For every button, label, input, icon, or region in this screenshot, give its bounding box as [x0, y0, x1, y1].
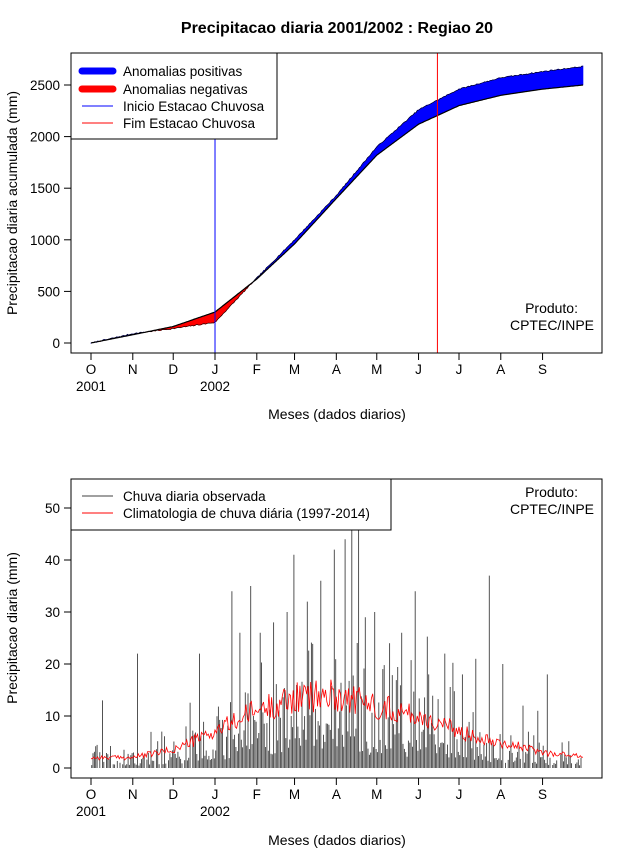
- x-tick-label: J: [456, 787, 463, 802]
- x-tick-label: M: [289, 787, 300, 802]
- legend-label-positive-anomaly: Anomalias positivas: [123, 64, 243, 79]
- x-tick-label: M: [371, 787, 382, 802]
- x-tick-label: A: [496, 362, 505, 377]
- top-legend-box: [70, 52, 278, 140]
- x-tick-label: F: [253, 362, 261, 377]
- top-chart-x-axis: O N D J F M A M J J A S 2001 2002: [76, 353, 547, 394]
- top-chart-annotation-line-2: CPTEC/INPE: [510, 317, 594, 333]
- x-year-label: 2002: [200, 804, 230, 819]
- daily-chart: 0 10 20 30 40 50 O N D J F M A M J J A S 2001 2002 Meses (…: [4, 478, 603, 848]
- bottom-chart-annotation-line-1: Produto:: [525, 484, 578, 500]
- legend-label-climatology: Climatologia de chuva diária (1997-2014): [123, 506, 370, 521]
- legend-label-observed-rain: Chuva diaria observada: [123, 489, 266, 504]
- legend-label-season-start: Inicio Estacao Chuvosa: [123, 99, 265, 114]
- negative-anomaly-area: [98, 281, 254, 342]
- x-tick-label: J: [456, 362, 463, 377]
- x-tick-label: A: [332, 787, 341, 802]
- y-tick-label: 50: [45, 501, 60, 516]
- y-tick-label: 2500: [30, 78, 60, 93]
- top-chart-y-axis: 0 500 1000 1500 2000 2500: [30, 78, 71, 351]
- x-tick-label: O: [86, 787, 97, 802]
- y-tick-label: 1500: [30, 181, 60, 196]
- top-chart-title: Precipitacao diaria 2001/2002 : Regiao 2…: [181, 20, 493, 37]
- x-tick-label: A: [332, 362, 341, 377]
- x-tick-label: N: [128, 787, 138, 802]
- bottom-chart-y-axis: 0 10 20 30 40 50: [45, 501, 71, 776]
- bottom-chart-y-label: Precipitacao diaria (mm): [4, 552, 20, 704]
- bottom-chart-plot-data: [91, 482, 584, 768]
- y-tick-label: 1000: [30, 233, 60, 248]
- y-tick-label: 500: [37, 284, 60, 299]
- x-tick-label: J: [212, 362, 219, 377]
- y-tick-label: 10: [45, 709, 60, 724]
- top-chart-y-label: Precipitacao diaria acumulada (mm): [4, 91, 20, 315]
- y-tick-label: 0: [52, 336, 60, 351]
- bottom-legend-box: [70, 478, 392, 531]
- top-chart-annotation-line-1: Produto:: [525, 300, 578, 316]
- x-tick-label: J: [415, 787, 422, 802]
- legend-label-negative-anomaly: Anomalias negativas: [123, 82, 248, 97]
- x-tick-label: D: [168, 362, 178, 377]
- x-tick-label: O: [86, 362, 97, 377]
- y-tick-label: 0: [52, 761, 60, 776]
- legend-label-season-end: Fim Estacao Chuvosa: [123, 116, 256, 131]
- x-year-label: 2001: [76, 379, 106, 394]
- x-year-label: 2002: [200, 379, 230, 394]
- x-year-label: 2001: [76, 804, 106, 819]
- x-tick-label: N: [128, 362, 138, 377]
- climatology-cumulative-line: [90, 84, 584, 344]
- top-chart-x-label: Meses (dados diarios): [268, 406, 406, 422]
- x-tick-label: J: [212, 787, 219, 802]
- x-tick-label: J: [415, 362, 422, 377]
- x-tick-label: A: [496, 787, 505, 802]
- bottom-chart-legend: Chuva diaria observada Climatologia de c…: [70, 478, 392, 531]
- y-tick-label: 20: [45, 657, 60, 672]
- climatology-daily-line: [91, 679, 584, 761]
- y-tick-label: 40: [45, 553, 60, 568]
- x-tick-label: M: [371, 362, 382, 377]
- top-chart-legend: Anomalias positivas Anomalias negativas …: [70, 52, 278, 140]
- y-tick-label: 30: [45, 605, 60, 620]
- bottom-chart-annotation-line-2: CPTEC/INPE: [510, 501, 594, 517]
- x-tick-label: D: [168, 787, 178, 802]
- x-tick-label: M: [289, 362, 300, 377]
- x-tick-label: S: [538, 362, 547, 377]
- observed-cumulative-line: [90, 65, 584, 344]
- x-tick-label: S: [538, 787, 547, 802]
- x-tick-label: F: [253, 787, 261, 802]
- cumulative-chart: Precipitacao diaria 2001/2002 : Regiao 2…: [4, 20, 603, 422]
- bottom-chart-x-label: Meses (dados diarios): [268, 832, 406, 848]
- bottom-chart-x-axis: O N D J F M A M J J A S 2001 2002: [76, 778, 547, 819]
- y-tick-label: 2000: [30, 130, 60, 145]
